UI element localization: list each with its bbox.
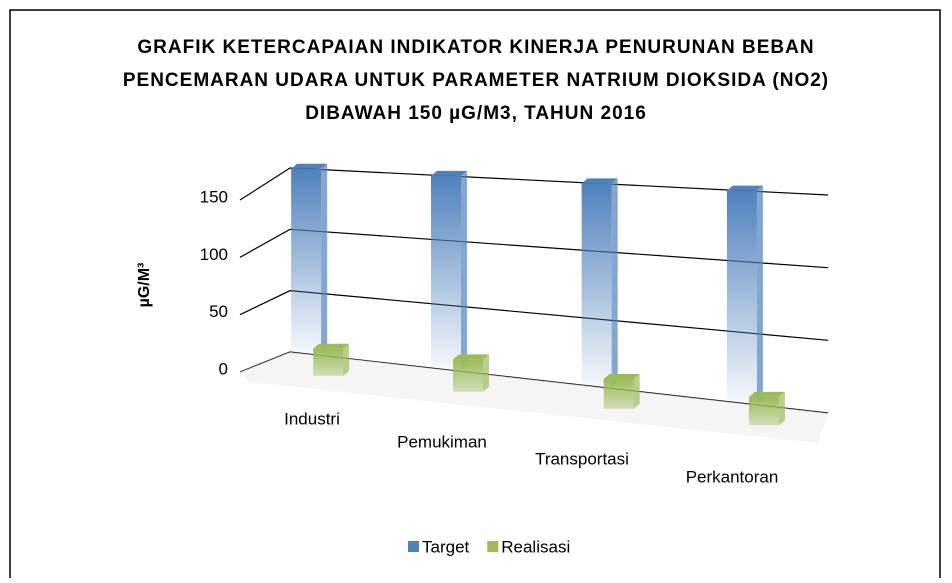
bar-side xyxy=(756,185,763,404)
bar-side xyxy=(611,178,618,387)
bar-side xyxy=(461,170,468,370)
bar-top xyxy=(748,391,785,397)
y-tick-label: 0 xyxy=(219,359,228,378)
bar-top xyxy=(291,163,328,169)
legend-label: Realisasi xyxy=(501,537,570,556)
bar-top xyxy=(726,185,763,191)
bar xyxy=(291,168,322,354)
bar-side xyxy=(483,354,490,392)
y-axis-label: µG/M³ xyxy=(136,263,153,308)
frame xyxy=(9,9,941,578)
bar xyxy=(726,190,757,404)
bar xyxy=(453,359,484,392)
bar-side xyxy=(343,343,350,376)
floor xyxy=(240,352,828,443)
legend-swatch xyxy=(408,541,419,552)
bar xyxy=(748,396,779,426)
grid-line xyxy=(239,290,829,341)
bar-top xyxy=(603,373,640,379)
legend-swatch xyxy=(487,541,499,552)
y-tick-label: 50 xyxy=(209,302,228,321)
bar-top xyxy=(453,354,490,360)
x-tick-label: Industri xyxy=(284,409,340,428)
bar xyxy=(603,378,634,409)
bar-side xyxy=(633,373,640,409)
y-tick-label: 100 xyxy=(200,245,228,264)
bar-top xyxy=(431,170,468,176)
bar-side xyxy=(778,391,785,426)
chart-title: GRAFIK KETERCAPAIAN INDIKATOR KINERJA PE… xyxy=(123,37,829,124)
grid-line xyxy=(239,228,829,269)
x-tick-label: Transportasi xyxy=(535,449,629,468)
y-tick-label: 150 xyxy=(200,187,228,206)
bar xyxy=(431,175,462,370)
x-tick-label: Pemukiman xyxy=(397,432,487,451)
legend-label: Target xyxy=(422,537,470,556)
bar xyxy=(313,348,344,376)
x-tick-label: Perkantoran xyxy=(686,467,779,486)
bar-top xyxy=(313,343,350,349)
grid-line xyxy=(239,167,829,201)
bar xyxy=(581,183,612,387)
bar-side xyxy=(321,163,328,354)
bar-top xyxy=(581,178,618,184)
